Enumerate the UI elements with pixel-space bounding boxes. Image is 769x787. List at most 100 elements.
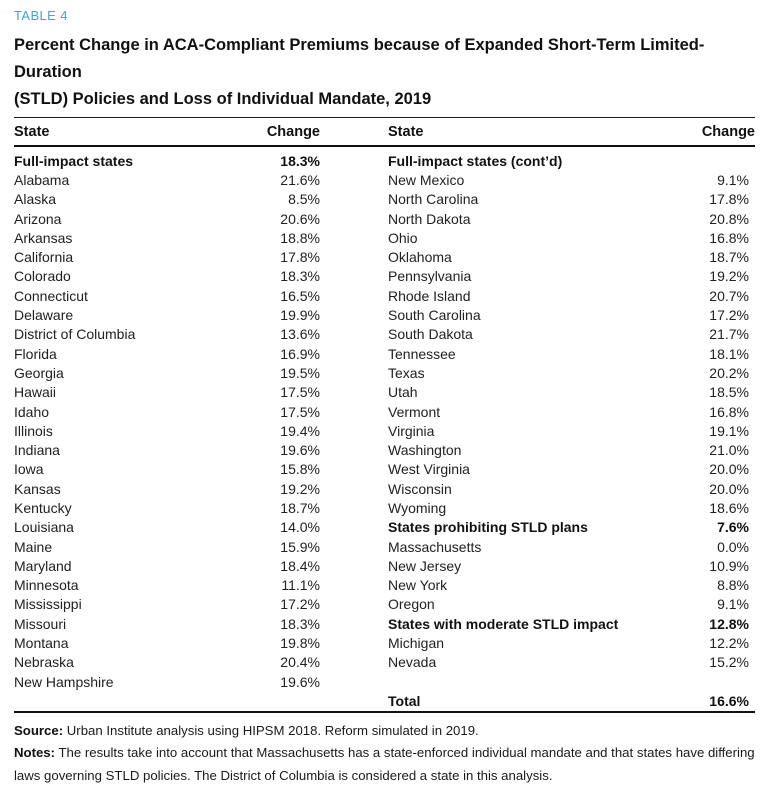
state-name: Iowa: [14, 461, 44, 478]
state-name: Connecticut: [14, 287, 88, 304]
table-row: [388, 672, 755, 691]
change-value: 14.0%: [280, 519, 320, 536]
table-row: New Jersey 10.9%: [388, 556, 755, 575]
state-name: Georgia: [14, 364, 64, 381]
state-name: Full-impact states (cont’d): [388, 152, 563, 169]
change-value: 20.4%: [280, 654, 320, 671]
table-row: Idaho 17.5%: [14, 402, 320, 421]
state-name: Colorado: [14, 268, 71, 285]
change-value: 21.7%: [709, 326, 749, 343]
state-name: Michigan: [388, 635, 445, 652]
source-text: Urban Institute analysis using HIPSM 201…: [63, 722, 479, 738]
table-row: Alaska 8.5%: [14, 190, 320, 209]
state-name: Montana: [14, 635, 69, 652]
change-value: 18.7%: [709, 249, 749, 266]
state-name: Nebraska: [14, 654, 74, 671]
change-value: 19.4%: [280, 422, 320, 439]
table-row: District of Columbia 13.6%: [14, 325, 320, 344]
change-value: 19.2%: [280, 480, 320, 497]
state-name: Florida: [14, 345, 57, 362]
table-row: Pennsylvania 19.2%: [388, 267, 755, 286]
table-row: Wyoming 18.6%: [388, 498, 755, 517]
change-value: 18.3%: [280, 152, 320, 169]
state-name: Alaska: [14, 191, 57, 208]
left-column: Full-impact states 18.3% Alabama 21.6% Alask…: [14, 151, 320, 711]
change-value: 17.8%: [709, 191, 749, 208]
change-value: 18.7%: [280, 499, 320, 516]
table-row: Texas 20.2%: [388, 363, 755, 382]
state-name: Maine: [14, 538, 53, 555]
state-name: North Dakota: [388, 210, 471, 227]
table-row: Ohio 16.8%: [388, 228, 755, 247]
table-row: Oklahoma 18.7%: [388, 247, 755, 266]
table-row: Arizona 20.6%: [14, 209, 320, 228]
table-row: New York 8.8%: [388, 576, 755, 595]
change-value: 20.7%: [709, 287, 749, 304]
change-value: 21.6%: [280, 171, 320, 188]
change-value: 19.6%: [280, 442, 320, 459]
table-title-line1: Percent Change in ACA-Compliant Premiums…: [14, 36, 705, 81]
table-row: New Hampshire 19.6%: [14, 672, 320, 691]
table-title-line2: (STLD) Policies and Loss of Individual M…: [14, 90, 432, 108]
body-column-gap: [320, 151, 388, 711]
state-name: Oklahoma: [388, 249, 452, 266]
change-value: 19.8%: [280, 635, 320, 652]
change-value: 18.6%: [709, 499, 749, 516]
table-row: Iowa 15.8%: [14, 460, 320, 479]
table-row: Kentucky 18.7%: [14, 498, 320, 517]
state-name: Kansas: [14, 480, 61, 497]
state-name: Louisiana: [14, 519, 74, 536]
change-value: 18.4%: [280, 557, 320, 574]
state-name: Kentucky: [14, 499, 72, 516]
table-row: Utah 18.5%: [388, 383, 755, 402]
table-row: North Carolina 17.8%: [388, 190, 755, 209]
change-value: 11.1%: [281, 577, 320, 594]
state-name: Washington: [388, 442, 462, 459]
state-name: California: [14, 249, 74, 266]
table-row: New Mexico 9.1%: [388, 170, 755, 189]
table-row: South Dakota 21.7%: [388, 325, 755, 344]
table-row: Vermont 16.8%: [388, 402, 755, 421]
source-note: Source: Urban Institute analysis using H…: [14, 720, 755, 743]
state-name: Idaho: [14, 403, 50, 420]
column-header-change-left: Change: [266, 124, 320, 140]
state-name: Mississippi: [14, 596, 82, 613]
change-value: 16.8%: [709, 403, 749, 420]
state-name: New York: [388, 577, 448, 594]
group-header-row: States prohibiting STLD plans 7.6%: [388, 518, 755, 537]
state-name: Nevada: [388, 654, 437, 671]
table-header-row: State Change State Change: [14, 117, 755, 147]
change-value: 15.2%: [709, 654, 749, 671]
change-value: 17.2%: [709, 307, 749, 324]
state-name: New Hampshire: [14, 673, 114, 690]
state-name: Pennsylvania: [388, 268, 472, 285]
change-value: 16.8%: [709, 229, 749, 246]
state-name: Alabama: [14, 171, 70, 188]
table-row: Washington 21.0%: [388, 440, 755, 459]
table-row: Michigan 12.2%: [388, 633, 755, 652]
table-row: Nevada 15.2%: [388, 653, 755, 672]
header-right-half: State Change: [388, 124, 755, 140]
table-row: Georgia 19.5%: [14, 363, 320, 382]
state-name: Wisconsin: [388, 480, 452, 497]
change-value: 18.8%: [280, 229, 320, 246]
change-value: 20.8%: [709, 210, 749, 227]
table-row: Kansas 19.2%: [14, 479, 320, 498]
state-name: Utah: [388, 384, 418, 401]
state-name: Indiana: [14, 442, 60, 459]
table-row: Illinois 19.4%: [14, 421, 320, 440]
state-name: Full-impact states: [14, 152, 134, 169]
state-name: Missouri: [14, 615, 67, 632]
state-name: Maryland: [14, 557, 72, 574]
table-row: Oregon 9.1%: [388, 595, 755, 614]
state-name: Texas: [388, 364, 425, 381]
state-name: Rhode Island: [388, 287, 471, 304]
change-value: 18.1%: [709, 345, 749, 362]
state-name: States prohibiting STLD plans: [388, 519, 588, 536]
change-value: 20.0%: [709, 461, 749, 478]
table-row: Virginia 19.1%: [388, 421, 755, 440]
table-row: Louisiana 14.0%: [14, 518, 320, 537]
table-row: Delaware 19.9%: [14, 305, 320, 324]
change-value: 12.8%: [709, 615, 749, 632]
